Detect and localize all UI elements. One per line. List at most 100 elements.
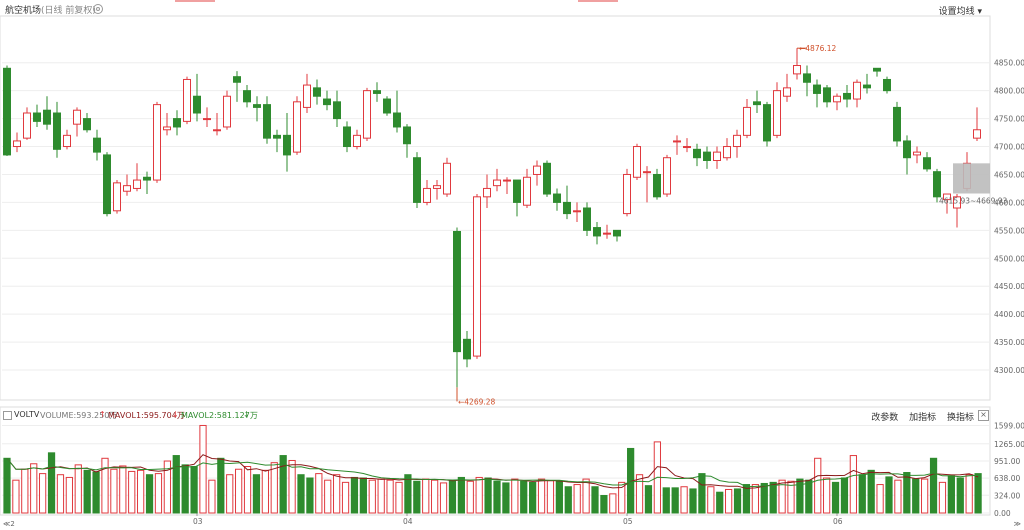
candle-body	[293, 101, 301, 153]
volume-bar	[537, 478, 546, 514]
candle-body	[663, 157, 671, 195]
volume-bar	[858, 474, 866, 514]
candle-body	[513, 179, 521, 203]
gear-icon[interactable]	[93, 4, 103, 14]
volume-bar	[796, 478, 804, 514]
volume-tick-label: 951.00	[994, 457, 1020, 466]
candle-body	[423, 187, 431, 203]
candle-body	[443, 162, 451, 195]
change-params-button[interactable]: 改参数	[871, 413, 899, 423]
candle-body	[603, 232, 611, 235]
scroll-left-button[interactable]: ≪2	[3, 520, 15, 528]
volume-bar	[787, 480, 795, 514]
volume-bar	[921, 478, 929, 514]
candle-body	[653, 173, 661, 198]
candle-body	[693, 148, 701, 159]
candle-body	[813, 84, 821, 94]
volume-indicator-bar: VOLTV VOLUME:593.250万 ↑ MAVOL1:595.704万 …	[0, 409, 990, 422]
candle-body	[93, 137, 101, 153]
candle-body	[53, 112, 61, 150]
candle-body	[173, 118, 181, 128]
candle-body	[633, 146, 641, 178]
candle-body	[533, 165, 541, 175]
volume-bar	[297, 474, 305, 514]
candle-body	[23, 112, 31, 139]
high-annotation: ←4876.12	[799, 44, 837, 53]
candle-body	[393, 112, 401, 128]
volume-bar	[573, 484, 581, 514]
volume-tick-label: 638.00	[994, 474, 1020, 483]
volume-bar	[199, 424, 207, 514]
candle-body	[373, 90, 381, 94]
candle-body	[523, 176, 531, 206]
add-indicator-button[interactable]: 加指标	[909, 413, 937, 423]
volume-bar	[306, 477, 314, 514]
volume-bar	[137, 469, 145, 514]
volume-bar	[448, 479, 457, 514]
candle-body	[973, 129, 981, 139]
volume-bar	[377, 478, 385, 514]
volume-bar	[609, 493, 617, 514]
volume-bar	[564, 486, 572, 514]
volume-bar	[439, 482, 448, 514]
candle-body	[713, 151, 721, 161]
volume-bar	[422, 478, 430, 514]
volume-bar	[128, 470, 136, 514]
ma-settings-dropdown[interactable]: 设置均线 ▾	[939, 4, 982, 17]
candle-body	[863, 84, 871, 89]
candle-body	[873, 67, 881, 72]
candle-body	[593, 227, 601, 237]
volume-bar	[742, 484, 751, 514]
mavol2-down-arrow: ↓	[243, 410, 250, 419]
volume-bar	[671, 487, 679, 514]
candle-body	[313, 87, 321, 97]
volume-bar	[965, 474, 973, 514]
volume-bar	[805, 479, 813, 514]
volume-bar	[600, 494, 608, 514]
candle-body	[803, 73, 811, 83]
candle-body	[143, 176, 151, 181]
switch-indicator-button[interactable]: 换指标	[946, 413, 974, 423]
candle-body	[453, 230, 461, 353]
ma-settings-label: 设置均线	[938, 7, 975, 17]
volume-bar	[413, 480, 421, 514]
volume-bar	[92, 471, 100, 514]
volume-bar	[680, 486, 688, 514]
volume-bar	[235, 468, 243, 514]
volume-bar	[47, 452, 56, 514]
candle-body	[703, 151, 711, 161]
x-tick-label: 06	[833, 517, 843, 526]
indicator-actions: 改参数 加指标 换指标	[863, 410, 974, 423]
volume-bar	[431, 479, 439, 514]
mavol2-value: MAVOL2:581.127万	[181, 411, 258, 420]
candle-body	[883, 78, 891, 92]
candle-body	[13, 140, 21, 148]
candle-body	[303, 84, 311, 108]
candle-body	[903, 140, 911, 159]
candle-body	[203, 118, 211, 121]
mavol1-down-arrow: ↓	[172, 410, 179, 419]
candle-body	[853, 81, 861, 100]
volume-bar	[190, 466, 198, 514]
candle-body	[273, 134, 281, 139]
volume-bar	[208, 479, 216, 514]
scroll-right-button[interactable]: ≫	[1013, 520, 1021, 528]
close-icon[interactable]: ×	[978, 410, 989, 421]
chevron-down-icon: ▾	[977, 7, 982, 17]
volume-bar	[457, 476, 465, 514]
volume-bar	[30, 463, 38, 514]
volume-tick-label: 1599.00	[994, 422, 1024, 431]
candle-body	[723, 146, 731, 159]
volume-bar	[840, 477, 849, 514]
volume-bar	[894, 479, 902, 514]
candle-body	[213, 129, 221, 132]
volume-up-arrow: ↑	[99, 410, 106, 419]
candle-body	[493, 179, 501, 187]
volume-bar	[707, 486, 715, 514]
volume-bar	[511, 478, 519, 514]
candle-body	[473, 196, 481, 357]
volume-bar	[484, 477, 492, 514]
volume-bar	[956, 477, 964, 514]
collapse-icon[interactable]	[3, 411, 12, 420]
